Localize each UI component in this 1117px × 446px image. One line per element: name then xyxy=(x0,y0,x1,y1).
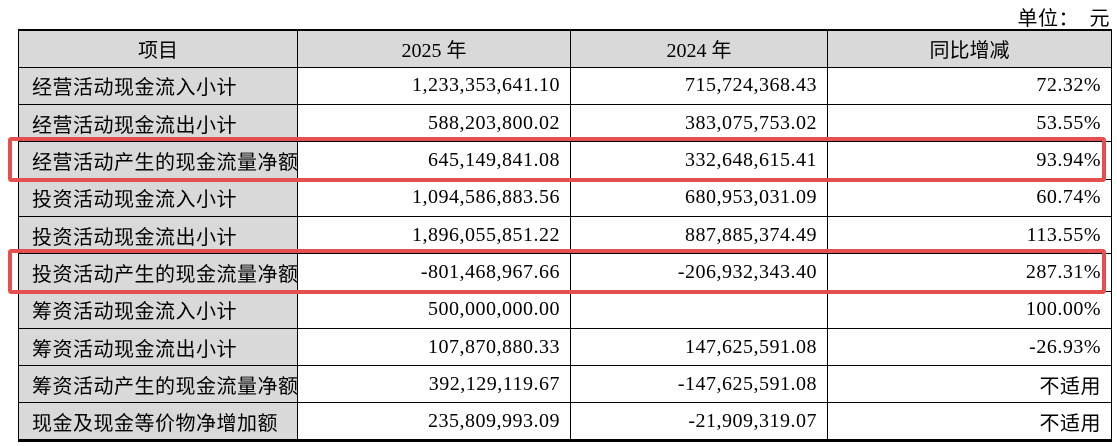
column-header-2024: 2024 年 xyxy=(570,29,828,68)
change-cell: -26.93% xyxy=(827,327,1112,367)
value-2024-cell: 383,075,753.02 xyxy=(570,104,828,143)
change-cell: 287.31% xyxy=(827,253,1112,292)
table-row: 投资活动现金流出小计 1,896,055,851.22 887,885,374.49… xyxy=(18,215,1112,255)
change-cell: 53.55% xyxy=(827,104,1112,143)
value-2024-cell xyxy=(570,290,828,329)
change-cell: 不适用 xyxy=(827,365,1112,404)
table-row: 经营活动现金流入小计 1,233,353,641.10 715,724,368.43… xyxy=(18,66,1112,106)
value-2025-cell: -801,468,967.66 xyxy=(297,253,571,292)
column-header-item: 项目 xyxy=(18,29,298,68)
value-2024-cell: 147,625,591.08 xyxy=(570,327,828,367)
unit-label: 单位： 元 xyxy=(1017,8,1110,30)
item-cell: 筹资活动现金流出小计 xyxy=(18,327,298,367)
item-cell: 投资活动产生的现金流量净额 xyxy=(18,253,298,292)
item-cell: 投资活动现金流出小计 xyxy=(18,215,298,255)
column-header-2025: 2025 年 xyxy=(297,29,571,68)
value-2024-cell: 715,724,368.43 xyxy=(570,66,828,106)
value-2025-cell: 500,000,000.00 xyxy=(297,290,571,329)
value-2024-cell: -147,625,591.08 xyxy=(570,365,828,404)
item-cell: 投资活动现金流入小计 xyxy=(18,178,298,217)
change-cell: 72.32% xyxy=(827,66,1112,106)
value-2025-cell: 645,149,841.08 xyxy=(297,141,571,180)
table-header-row: 项目 2025 年 2024 年 同比增减 xyxy=(18,29,1112,68)
table-row: 筹资活动产生的现金流量净额 392,129,119.67 -147,625,591.… xyxy=(18,365,1112,404)
table-row: 现金及现金等价物净增加额 235,809,993.09 -21,909,319.07… xyxy=(18,402,1112,441)
value-2025-cell: 588,203,800.02 xyxy=(297,104,571,143)
cash-flow-table: 项目 2025 年 2024 年 同比增减 经营活动现金流入小计 1,233,35… xyxy=(18,29,1112,442)
value-2025-cell: 235,809,993.09 xyxy=(297,402,571,441)
table-row: 经营活动产生的现金流量净额 645,149,841.08 332,648,615.4… xyxy=(18,141,1112,180)
value-2025-cell: 392,129,119.67 xyxy=(297,365,571,404)
value-2025-cell: 1,233,353,641.10 xyxy=(297,66,571,106)
column-header-change: 同比增减 xyxy=(827,29,1112,68)
change-cell: 113.55% xyxy=(827,215,1112,255)
value-2024-cell: -21,909,319.07 xyxy=(570,402,828,441)
item-cell: 筹资活动产生的现金流量净额 xyxy=(18,365,298,404)
table-row: 投资活动现金流入小计 1,094,586,883.56 680,953,031.09… xyxy=(18,178,1112,217)
item-cell: 筹资活动现金流入小计 xyxy=(18,290,298,329)
item-cell: 经营活动现金流入小计 xyxy=(18,66,298,106)
value-2025-cell: 1,896,055,851.22 xyxy=(297,215,571,255)
value-2025-cell: 1,094,586,883.56 xyxy=(297,178,571,217)
item-cell: 经营活动现金流出小计 xyxy=(18,104,298,143)
change-cell: 60.74% xyxy=(827,178,1112,217)
change-cell: 100.00% xyxy=(827,290,1112,329)
value-2024-cell: -206,932,343.40 xyxy=(570,253,828,292)
change-cell: 93.94% xyxy=(827,141,1112,180)
value-2024-cell: 887,885,374.49 xyxy=(570,215,828,255)
table-row: 经营活动现金流出小计 588,203,800.02 383,075,753.02 53… xyxy=(18,104,1112,143)
table-row: 投资活动产生的现金流量净额 -801,468,967.66 -206,932,343… xyxy=(18,253,1112,292)
item-cell: 现金及现金等价物净增加额 xyxy=(18,402,298,441)
value-2024-cell: 332,648,615.41 xyxy=(570,141,828,180)
value-2024-cell: 680,953,031.09 xyxy=(570,178,828,217)
table-row: 筹资活动现金流入小计 500,000,000.00 100.00% xyxy=(18,290,1112,329)
table-row: 筹资活动现金流出小计 107,870,880.33 147,625,591.08 -2… xyxy=(18,327,1112,367)
change-cell: 不适用 xyxy=(827,402,1112,441)
item-cell: 经营活动产生的现金流量净额 xyxy=(18,141,298,180)
value-2025-cell: 107,870,880.33 xyxy=(297,327,571,367)
